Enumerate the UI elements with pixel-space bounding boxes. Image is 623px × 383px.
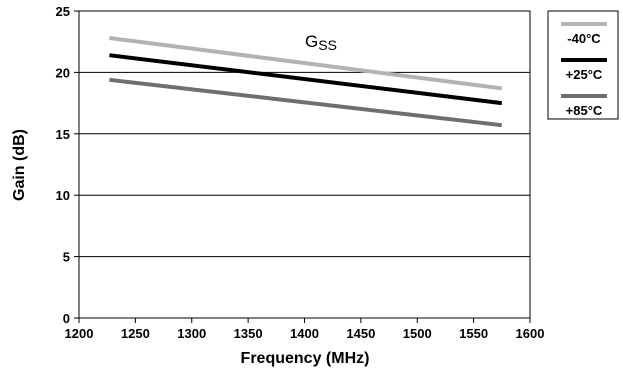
x-tick-labels: 1200 1250 1300 1350 1400 1450 1500 1550 1600: [65, 318, 545, 341]
y-tick-label: 20: [56, 65, 70, 80]
legend-label-2: +85°C: [566, 103, 603, 118]
x-tick-label: 1550: [459, 326, 488, 341]
series-line-2: [109, 77, 503, 128]
x-tick-label: 1600: [516, 326, 545, 341]
x-tick-label: 1200: [65, 326, 94, 341]
legend: -40°C +25°C +85°C: [547, 10, 619, 120]
series-lines: [109, 36, 503, 128]
x-tick-label: 1500: [403, 326, 432, 341]
y-tick-label: 10: [56, 188, 70, 203]
annotation-main: G: [305, 32, 318, 51]
gridlines: [79, 10, 530, 319]
legend-label-1: +25°C: [566, 67, 603, 82]
x-axis-title: Frequency (MHz): [241, 350, 370, 367]
y-tick-label: 0: [63, 311, 70, 326]
y-tick-label: 15: [56, 127, 70, 142]
series-line-0: [109, 36, 503, 91]
x-tick-label: 1450: [346, 326, 375, 341]
x-tick-label: 1350: [234, 326, 263, 341]
y-tick-label: 5: [63, 250, 70, 265]
legend-items: -40°C +25°C +85°C: [561, 22, 607, 118]
annotation-gss: GSS: [305, 32, 337, 53]
plot-frame: [78, 10, 531, 319]
annotation-subscript: SS: [318, 37, 337, 53]
x-tick-label: 1250: [121, 326, 150, 341]
y-tick-label: 25: [56, 4, 70, 19]
series-line-1: [109, 53, 503, 106]
x-tick-label: 1400: [290, 326, 319, 341]
legend-label-0: -40°C: [567, 31, 601, 46]
y-tick-labels: 0 5 10 15 20 25: [56, 4, 79, 326]
legend-box: [547, 10, 619, 120]
y-axis-title: Gain (dB): [11, 129, 28, 201]
x-tick-label: 1300: [177, 326, 206, 341]
